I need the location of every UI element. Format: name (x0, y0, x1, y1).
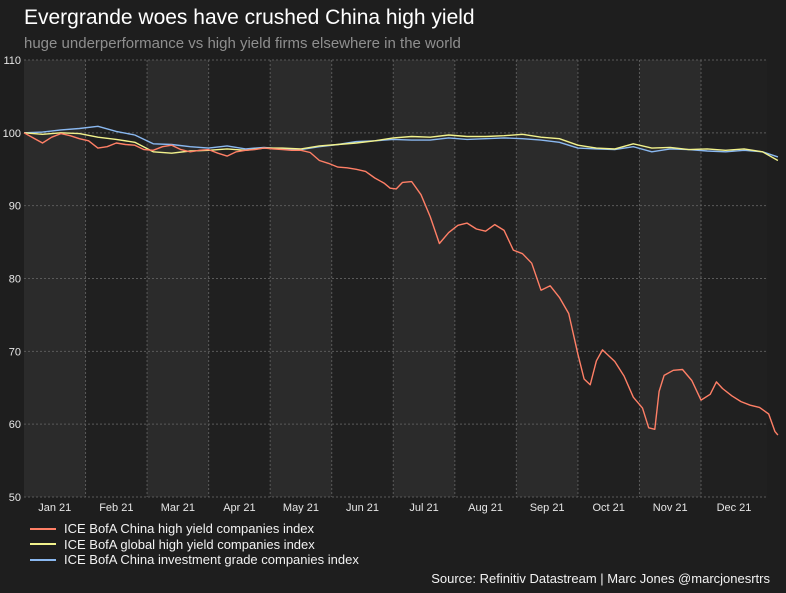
legend-swatch (30, 543, 56, 546)
chart-subtitle: huge underperformance vs high yield firm… (24, 35, 461, 52)
y-tick-label: 50 (9, 492, 21, 504)
legend-swatch (30, 527, 56, 530)
series-line-1 (23, 132, 779, 436)
month-band (208, 60, 271, 497)
legend-item: ICE BofA global high yield companies ind… (30, 537, 359, 553)
y-tick-label: 110 (3, 55, 21, 67)
x-tick-label: Sep 21 (530, 502, 565, 514)
legend-label: ICE BofA China investment grade companie… (64, 552, 359, 568)
x-tick-label: Jan 21 (38, 502, 71, 514)
legend-label: ICE BofA China high yield companies inde… (64, 521, 315, 537)
x-tick-label: Aug 21 (468, 502, 503, 514)
y-tick-label: 100 (3, 128, 21, 140)
x-tick-label: Dec 21 (717, 502, 752, 514)
x-tick-label: May 21 (283, 502, 319, 514)
chart-legend: ICE BofA China high yield companies inde… (30, 521, 359, 568)
legend-swatch (30, 558, 56, 561)
y-tick-label: 80 (9, 274, 21, 286)
series-line-3 (23, 125, 779, 158)
y-tick-label: 70 (9, 346, 21, 358)
x-tick-label: Nov 21 (653, 502, 688, 514)
y-tick-label: 60 (9, 419, 21, 431)
x-tick-label: Oct 21 (592, 502, 624, 514)
legend-label: ICE BofA global high yield companies ind… (64, 536, 315, 552)
legend-item: ICE BofA China high yield companies inde… (30, 521, 359, 537)
source-note: Source: Refinitiv Datastream | Marc Jone… (431, 571, 770, 586)
x-tick-label: Jul 21 (409, 502, 438, 514)
y-tick-label: 90 (9, 201, 21, 213)
x-tick-label: Feb 21 (99, 502, 133, 514)
month-band (516, 60, 578, 497)
x-tick-label: Jun 21 (346, 502, 379, 514)
x-tick-label: Mar 21 (161, 502, 195, 514)
legend-item: ICE BofA China investment grade companie… (30, 552, 359, 568)
chart-title: Evergrande woes have crushed China high … (24, 6, 475, 29)
x-tick-label: Apr 21 (223, 502, 255, 514)
